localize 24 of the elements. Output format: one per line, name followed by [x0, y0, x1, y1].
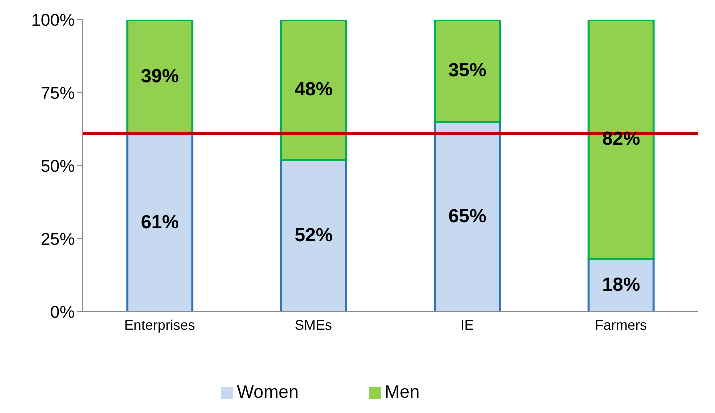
data-label: 82%: [602, 129, 640, 150]
y-tick-label: 100%: [32, 11, 75, 30]
x-tick-label: Enterprises: [124, 316, 196, 333]
bar: [588, 20, 655, 260]
legend-label: Men: [384, 382, 420, 402]
y-tick-label: 75%: [40, 84, 75, 104]
x-tick-label: IE: [460, 316, 474, 333]
y-tick-label: 50%: [40, 157, 75, 176]
bar: [434, 121, 502, 312]
legend-label: Women: [237, 382, 299, 402]
data-label: 18%: [602, 275, 640, 296]
y-tick-label: 0%: [50, 303, 75, 322]
data-label: 65%: [448, 206, 487, 228]
data-label: 39%: [141, 66, 180, 88]
data-label: 61%: [141, 212, 180, 234]
x-tick-label: Farmers: [595, 316, 648, 333]
y-tick-label: 25%: [40, 230, 75, 250]
x-tick-label: SMEs: [294, 316, 332, 333]
data-label: 35%: [448, 60, 487, 82]
data-label: 52%: [294, 226, 333, 247]
bar: [434, 20, 502, 124]
bar: [280, 159, 348, 312]
bar: [280, 20, 348, 162]
data-label: 48%: [294, 80, 333, 101]
